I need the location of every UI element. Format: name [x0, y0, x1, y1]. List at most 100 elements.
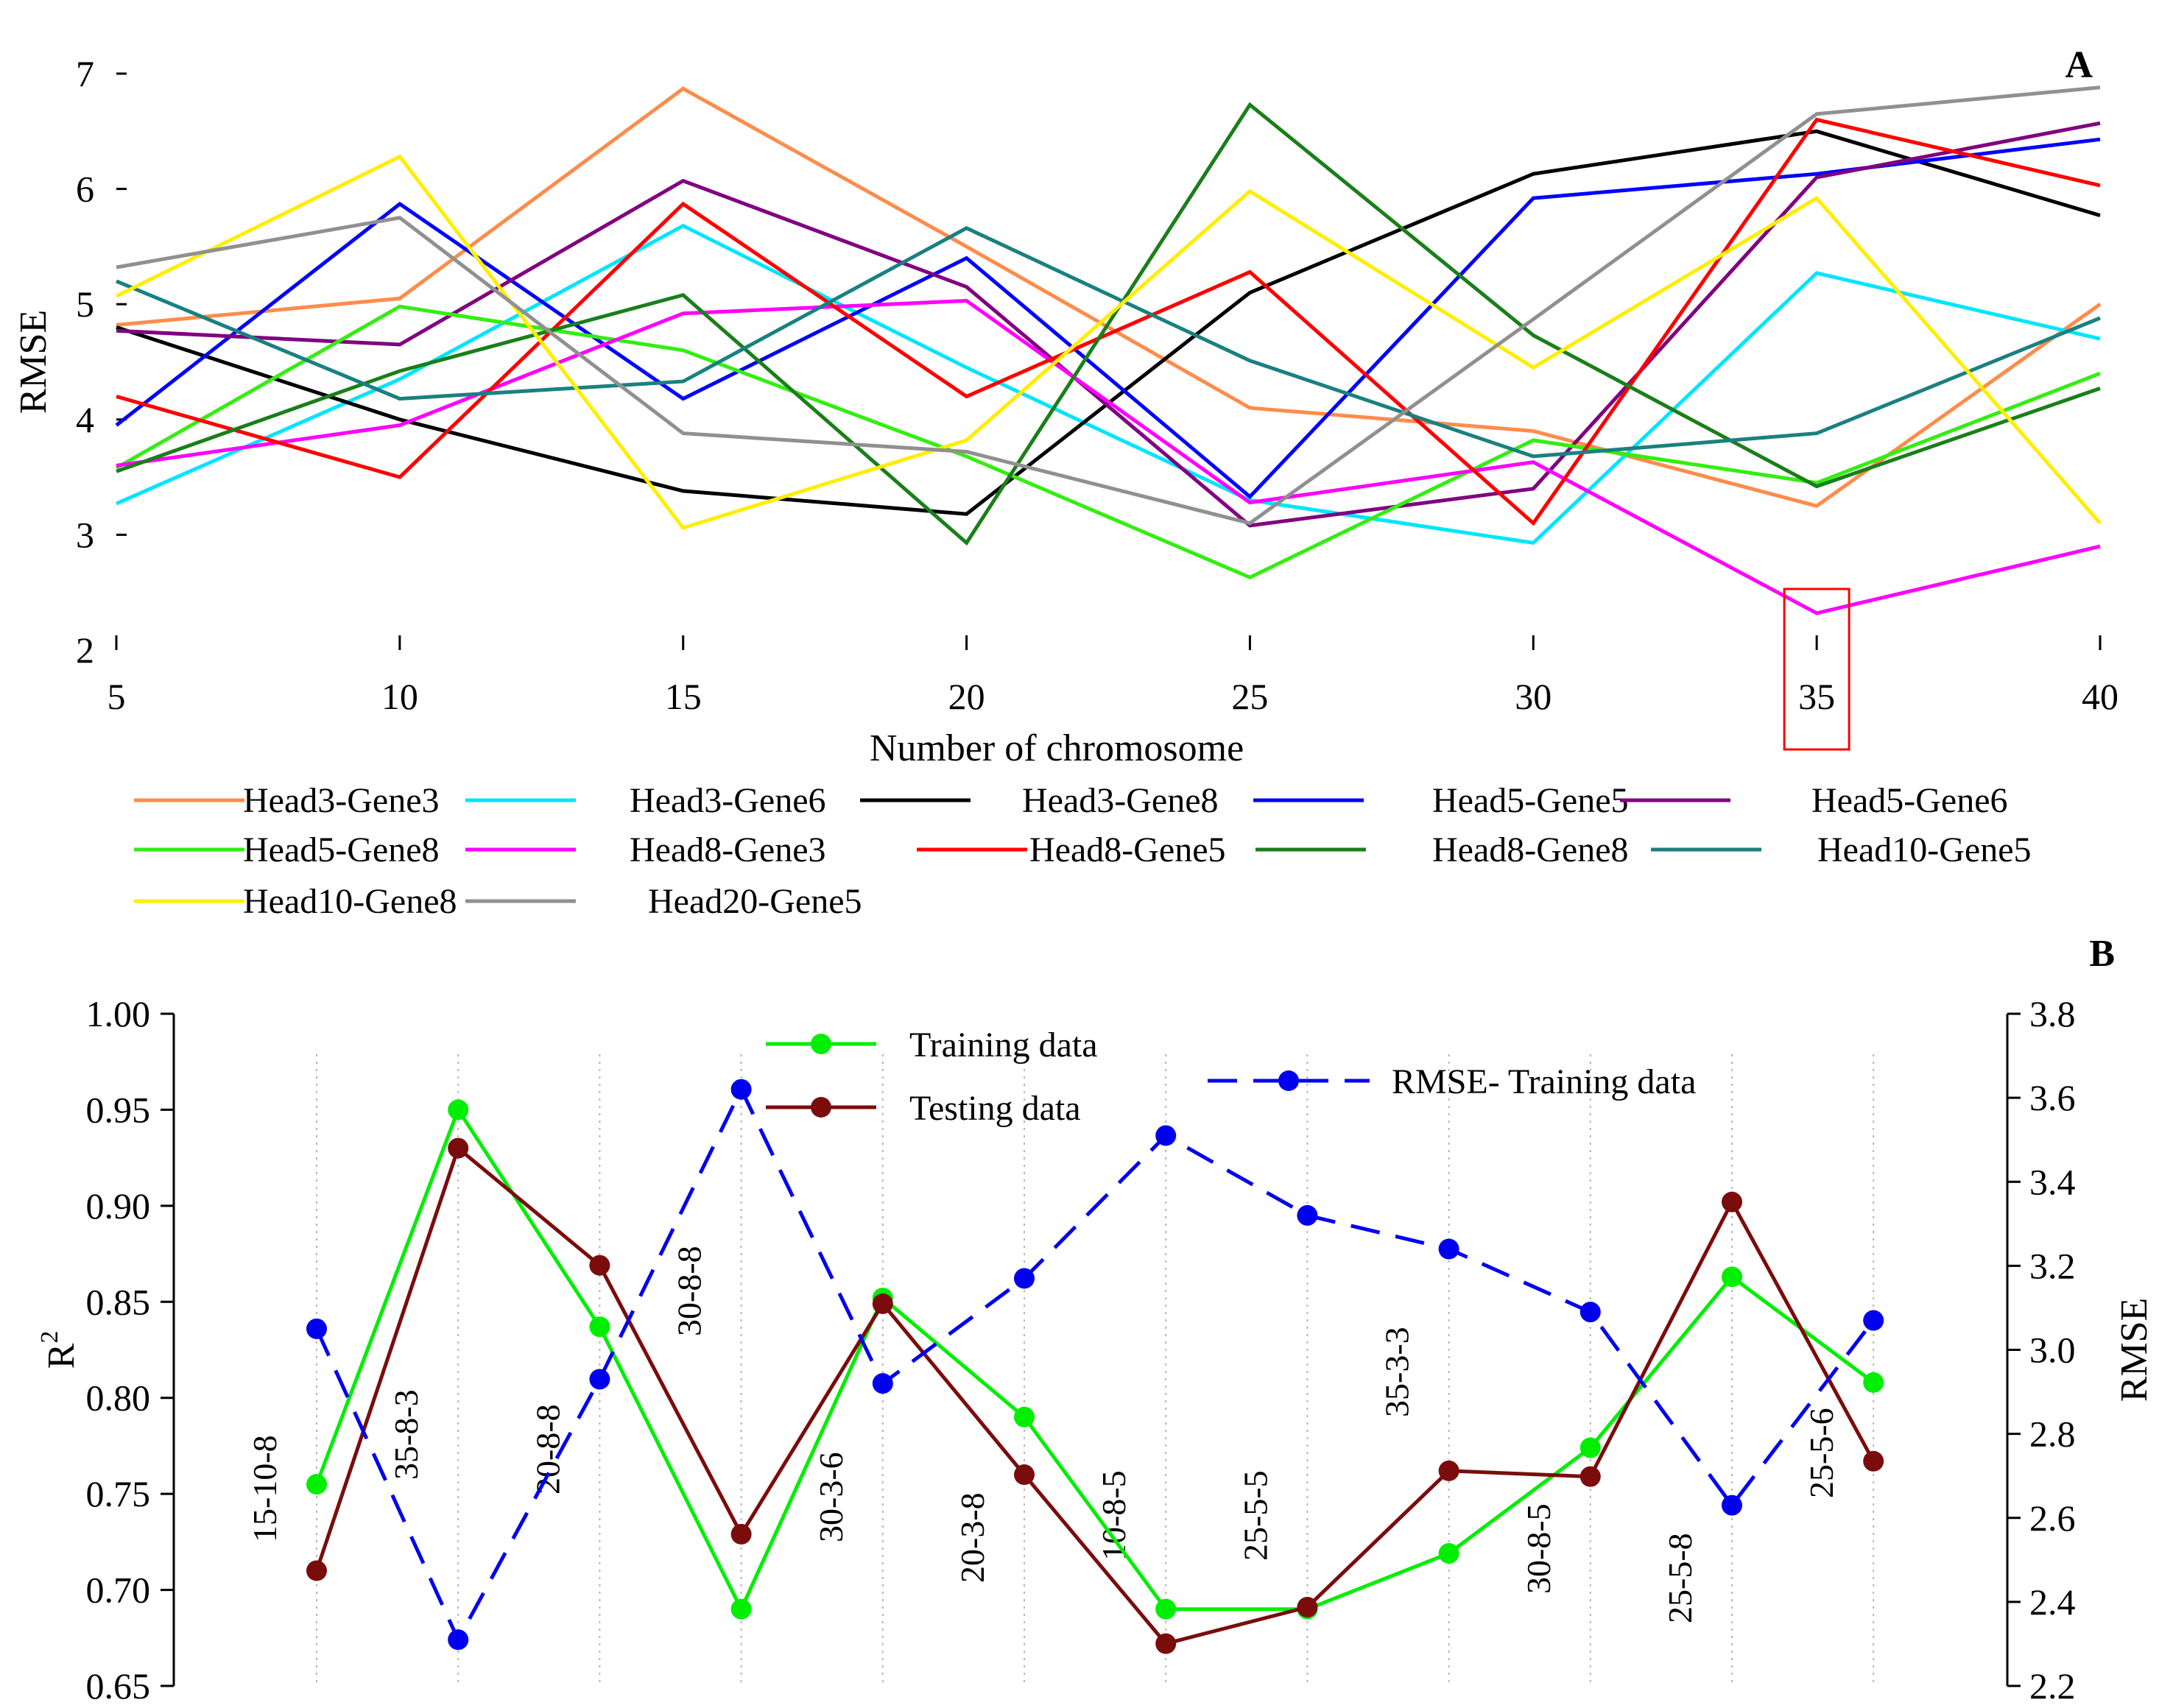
y-left-tick-label-1-00: 1.00: [86, 993, 151, 1034]
category-label-35-8-3: 35-8-3: [387, 1389, 425, 1480]
series-point-rmse-training-data-25-5-8: [1722, 1494, 1742, 1516]
series-point-testing-data-15-10-8: [306, 1560, 327, 1581]
category-label-15-10-8: 15-10-8: [246, 1435, 283, 1542]
series-point-testing-data-30-8-5: [1579, 1466, 1601, 1487]
series-point-testing-data-30-3-6: [872, 1293, 893, 1314]
series-point-testing-data-10-8-5: [1155, 1633, 1177, 1654]
series-line-head3-gene3: [116, 86, 2102, 509]
legend-label-head5-gene5: Head5-Gene5: [1432, 781, 1629, 820]
series-point-rmse-training-data-35-3-3: [1438, 1238, 1459, 1260]
series-point-testing-data-20-8-8: [589, 1254, 610, 1276]
series-line-rmse-training-data: [314, 1084, 1876, 1644]
series-point-training-data-25-5-6: [1863, 1372, 1884, 1393]
legend-label-head5-gene8: Head5-Gene8: [243, 830, 440, 869]
category-label-20-3-8: 20-3-8: [954, 1492, 991, 1583]
series-point-testing-data-35-8-3: [448, 1137, 469, 1159]
x-tick-label-40: 40: [2082, 676, 2119, 717]
series-line-head5-gene8: [115, 304, 2101, 580]
series-point-training-data-10-8-5: [1155, 1598, 1177, 1620]
series-point-training-data-25-5-8: [1722, 1266, 1742, 1288]
category-label-30-3-6: 30-3-6: [812, 1452, 850, 1542]
y-left-tick-label-0-90: 0.90: [86, 1185, 151, 1227]
panel-a-legend: Head3-Gene3 Head3-Gene6 Head3-Gene8 Head5-G…: [134, 781, 2032, 921]
series-point-testing-data-20-3-8: [1014, 1464, 1035, 1486]
x-tick-label-5: 5: [108, 676, 126, 717]
category-label-25-5-5: 25-5-5: [1236, 1470, 1274, 1561]
series-point-rmse-training-data-30-8-5: [1579, 1302, 1601, 1323]
panel-label-b: B: [2089, 933, 2115, 975]
y-left-tick-label-0-65: 0.65: [86, 1665, 151, 1707]
y-right-tick-label-2-4: 2.4: [2029, 1581, 2076, 1623]
series-point-rmse-training-data-15-10-8: [306, 1318, 327, 1339]
x-tick-label-25: 25: [1231, 676, 1268, 717]
y-tick-label-3: 3: [76, 514, 94, 555]
series-point-testing-data-35-3-3: [1438, 1460, 1459, 1481]
x-tick-label-20: 20: [948, 676, 985, 717]
legend-label-training-data: Training data: [909, 1026, 1098, 1065]
series-line-head5-gene5: [115, 137, 2101, 500]
legend-label-head8-gene3: Head8-Gene3: [630, 830, 826, 869]
y-tick-label-5: 5: [76, 283, 94, 325]
series-line-head20-gene5: [116, 85, 2101, 526]
legend-label-head3-gene8: Head3-Gene8: [1022, 781, 1219, 820]
y-left-axis-label-text: R: [40, 1343, 82, 1369]
series-point-training-data-15-10-8: [306, 1474, 327, 1495]
category-label-25-5-8: 25-5-8: [1661, 1533, 1699, 1623]
series-line-training-data: [314, 1105, 1875, 1614]
series-point-training-data-20-8-8: [589, 1316, 610, 1338]
y-left-axis-label-superscript: 2: [36, 1331, 63, 1344]
legend-label-rmse-training-data: RMSE- Training data: [1392, 1062, 1696, 1101]
series-point-rmse-training-data-30-8-8: [730, 1079, 752, 1100]
series-point-rmse-training-data-10-8-5: [1155, 1125, 1177, 1146]
x-tick-label-30: 30: [1515, 676, 1552, 717]
y-tick-label-6: 6: [76, 169, 94, 210]
category-label-35-3-3: 35-3-3: [1378, 1327, 1416, 1417]
y-right-tick-label-3-8: 3.8: [2029, 993, 2076, 1034]
y-right-axis-label: RMSE: [2113, 1298, 2155, 1402]
legend-label-testing-data: Testing data: [909, 1089, 1081, 1128]
panel-b-r2-rmse-chart: 0.65 0.70 0.75 0.80 0.85 0.90 0.95 1.00 2.2 2.4 2.…: [36, 933, 2155, 1707]
series-point-testing-data-25-5-5: [1297, 1597, 1318, 1618]
y-tick-label-2: 2: [76, 629, 94, 671]
x-tick-label-15: 15: [665, 676, 702, 717]
y-right-tick-label-3-2: 3.2: [2029, 1245, 2076, 1286]
series-line-head10-gene8: [115, 154, 2102, 530]
series-point-testing-data-25-5-8: [1722, 1191, 1742, 1213]
series-point-testing-data-25-5-6: [1863, 1450, 1884, 1472]
series-point-rmse-training-data-25-5-6: [1863, 1310, 1884, 1331]
series-line-head5-gene6: [116, 121, 2101, 528]
legend-label-head5-gene6: Head5-Gene6: [1811, 781, 2008, 820]
category-label-30-8-8: 30-8-8: [671, 1246, 708, 1336]
y-tick-label-7: 7: [76, 53, 94, 94]
y-right-tick-label-2-6: 2.6: [2029, 1497, 2076, 1539]
legend-label-head8-gene8: Head8-Gene8: [1432, 830, 1629, 869]
x-tick-label-35: 35: [1798, 676, 1835, 717]
y-left-tick-label-0-95: 0.95: [86, 1089, 151, 1130]
legend-label-head8-gene5: Head8-Gene5: [1029, 830, 1226, 869]
legend-marker-training-data: [811, 1034, 831, 1054]
legend-label-head10-gene5: Head10-Gene5: [1817, 830, 2032, 869]
series-point-rmse-training-data-30-3-6: [872, 1373, 893, 1394]
legend-label-head3-gene3: Head3-Gene3: [243, 781, 440, 820]
legend-label-head20-gene5: Head20-Gene5: [648, 882, 862, 921]
series-line-head10-gene5: [116, 226, 2101, 459]
legend-label-head3-gene6: Head3-Gene6: [630, 781, 826, 820]
x-tick-label-10: 10: [381, 676, 418, 717]
y-axis-label: RMSE: [13, 310, 54, 414]
y-right-tick-label-3-4: 3.4: [2029, 1161, 2076, 1202]
category-label-30-8-5: 30-8-5: [1520, 1503, 1557, 1594]
y-right-tick-label-2-2: 2.2: [2029, 1665, 2076, 1707]
y-left-tick-label-0-70: 0.70: [86, 1570, 151, 1611]
panel-label-a: A: [2065, 44, 2093, 86]
y-right-tick-label-3-6: 3.6: [2029, 1077, 2076, 1118]
y-left-tick-label-0-80: 0.80: [86, 1377, 151, 1419]
series-point-training-data-20-3-8: [1014, 1406, 1035, 1428]
series-point-training-data-30-8-5: [1579, 1437, 1601, 1458]
series-line-head8-gene3: [116, 298, 2101, 615]
series-point-rmse-training-data-35-8-3: [448, 1629, 469, 1651]
legend-marker-testing-data: [811, 1097, 831, 1118]
y-left-tick-label-0-75: 0.75: [86, 1473, 151, 1514]
series-point-testing-data-30-8-8: [730, 1523, 752, 1545]
series-point-rmse-training-data-20-8-8: [589, 1369, 610, 1390]
highlight-box-35: [1783, 587, 1850, 751]
